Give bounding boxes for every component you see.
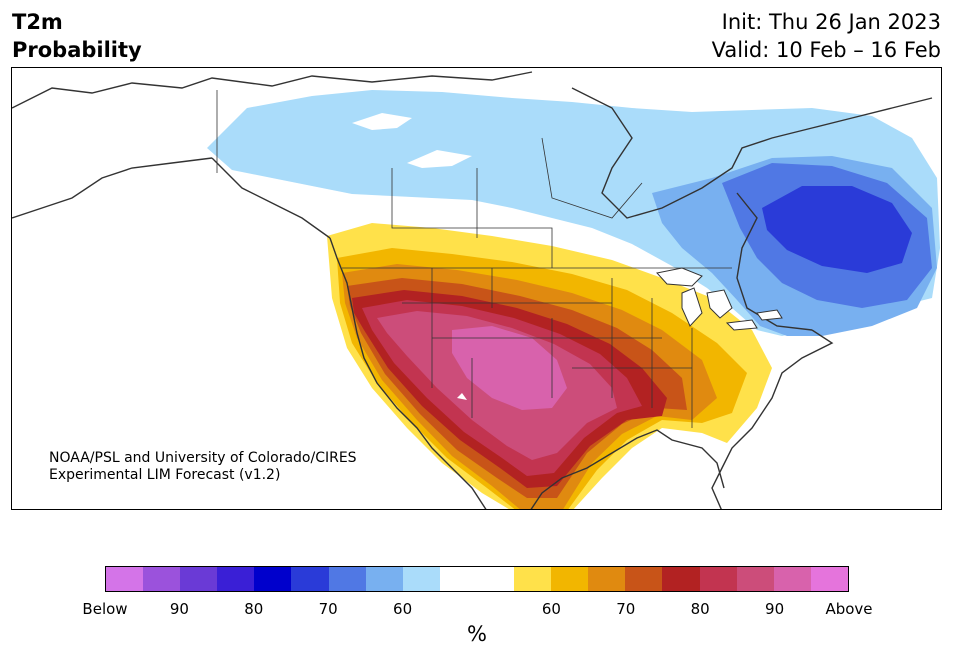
colorbar-segment	[810, 567, 848, 591]
colorbar-tick-label: 60	[541, 600, 561, 618]
coastlines	[12, 71, 933, 509]
colorbar-segment	[588, 567, 626, 591]
probability-map	[12, 71, 940, 509]
forecast-dates: Init: Thu 26 Jan 2023 Valid: 10 Feb – 16…	[712, 8, 941, 64]
colorbar-segment	[365, 567, 403, 591]
colorbar-tick-label: 80	[244, 600, 264, 618]
colorbar-segment	[217, 567, 255, 591]
arctic-ice-patches	[352, 113, 472, 400]
colorbar-segment	[736, 567, 774, 591]
colorbar-unit: %	[467, 622, 487, 646]
cold-region-core	[762, 186, 912, 273]
colorbar-segment	[143, 567, 181, 591]
colorbar-tick-label: Above	[825, 600, 873, 618]
colorbar-segment	[773, 567, 811, 591]
colorbar-tick-label: Below	[82, 600, 128, 618]
colorbar-segment	[254, 567, 292, 591]
credit-line-1: NOAA/PSL and University of Colorado/CIRE…	[49, 450, 357, 466]
colorbar-tick-label: 90	[765, 600, 785, 618]
warm-region-core	[452, 326, 567, 410]
colorbar-segment	[514, 567, 552, 591]
colorbar-tick-label: 80	[690, 600, 710, 618]
colorbar-segment	[439, 567, 477, 591]
map-title: T2m Probability	[12, 8, 142, 64]
colorbar-tick-label: 70	[318, 600, 338, 618]
colorbar-segment	[291, 567, 329, 591]
colorbar-segment	[551, 567, 589, 591]
title-line-2: Probability	[12, 38, 142, 62]
colorbar-segment	[106, 567, 144, 591]
probability-colorbar	[105, 566, 849, 592]
colorbar-labels: Below 90 80 70 60 60 70 80 90 Above	[0, 600, 953, 620]
init-date: Init: Thu 26 Jan 2023	[721, 10, 941, 34]
map-panel	[11, 67, 942, 510]
credit-line-2: Experimental LIM Forecast (v1.2)	[49, 467, 281, 483]
colorbar-tick-label: 60	[393, 600, 413, 618]
valid-date: Valid: 10 Feb – 16 Feb	[711, 38, 941, 62]
great-lakes	[656, 267, 783, 331]
title-line-1: T2m	[12, 10, 63, 34]
colorbar-tick-label: 70	[616, 600, 636, 618]
colorbar-segment	[476, 567, 515, 591]
colorbar-segment	[328, 567, 366, 591]
colorbar-tick-label: 90	[169, 600, 189, 618]
colorbar-segment	[180, 567, 218, 591]
colorbar-segment	[662, 567, 700, 591]
colorbar-segment	[699, 567, 737, 591]
data-credit: NOAA/PSL and University of Colorado/CIRE…	[49, 450, 357, 484]
colorbar-segment	[402, 567, 440, 591]
state-province-borders	[216, 90, 732, 428]
colorbar-segment	[625, 567, 663, 591]
